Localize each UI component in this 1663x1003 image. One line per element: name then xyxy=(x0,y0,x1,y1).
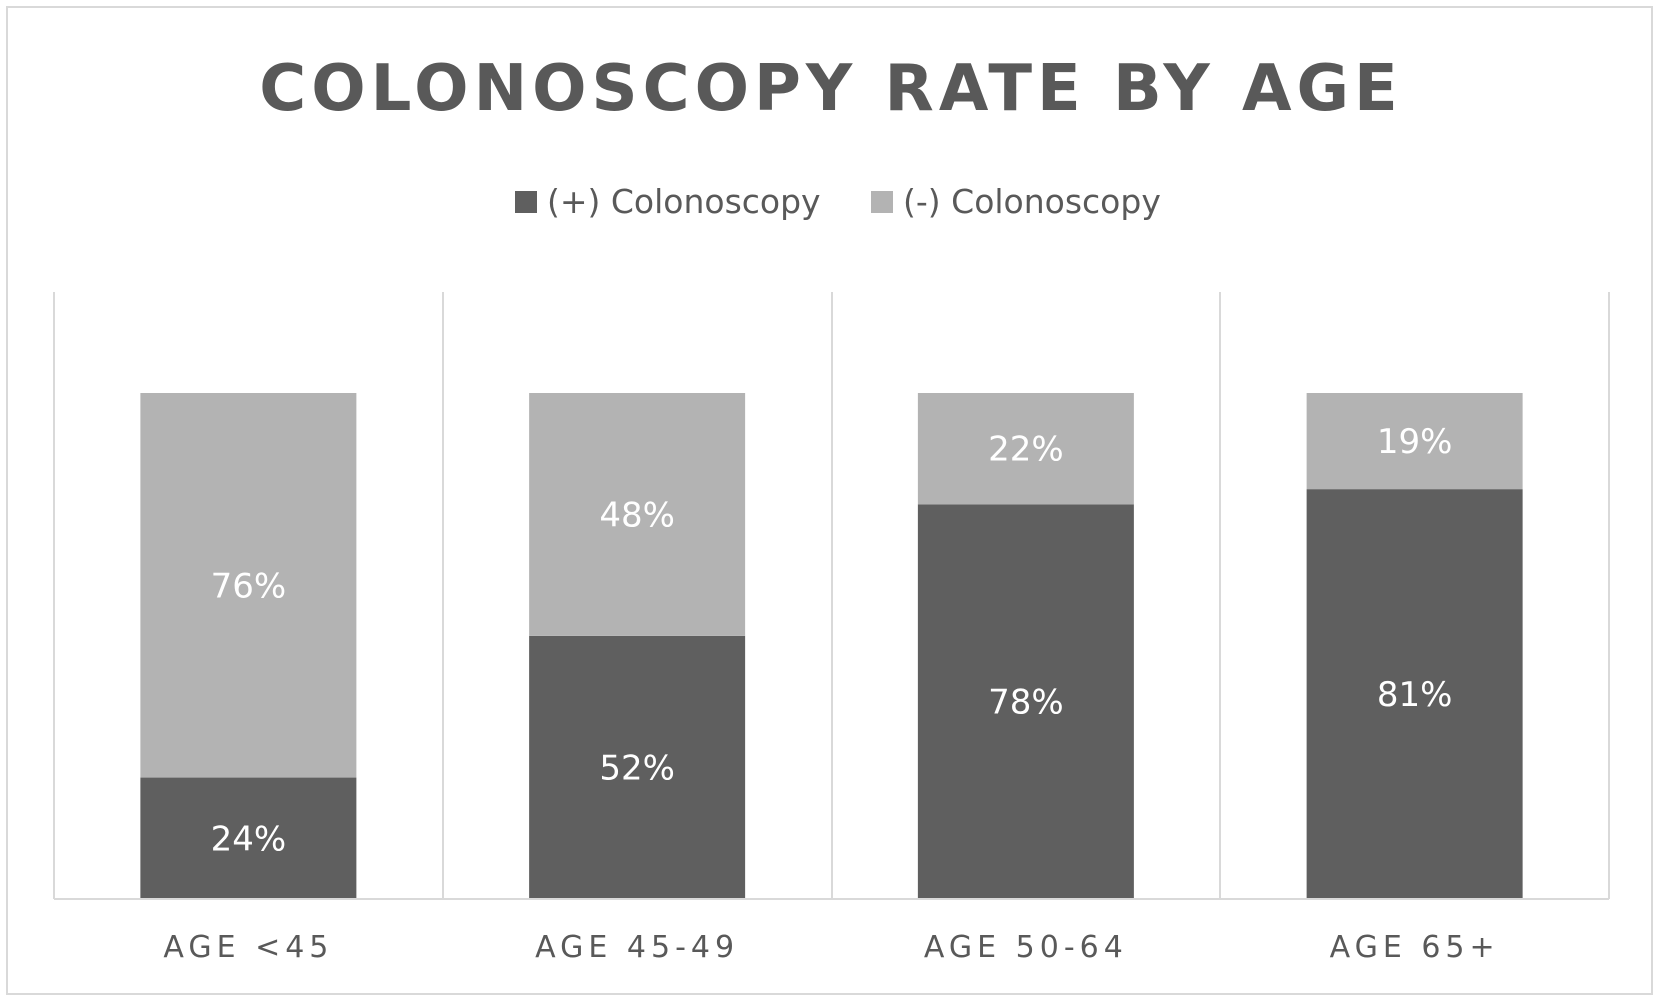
bar-positive-0 xyxy=(140,777,357,899)
bar-positive-1 xyxy=(529,635,746,899)
category-labels: AGE <45 AGE 45-49 AGE 50-64 AGE 65+ xyxy=(163,930,1500,965)
data-label-positive-1: 52% xyxy=(599,748,675,788)
data-label-positive-0: 24% xyxy=(211,819,287,859)
data-label-negative-1: 48% xyxy=(599,495,675,535)
data-label-positive-3: 81% xyxy=(1377,675,1453,715)
legend: (+) Colonoscopy (-) Colonoscopy xyxy=(515,182,1161,221)
bar-negative-1 xyxy=(529,393,746,636)
category-label-1: AGE 45-49 xyxy=(535,930,739,965)
data-label-positive-2: 78% xyxy=(988,683,1064,723)
bar-positive-3 xyxy=(1306,489,1523,899)
legend-label-negative: (-) Colonoscopy xyxy=(903,182,1161,221)
bars xyxy=(140,393,1523,899)
bar-negative-3 xyxy=(1306,393,1523,490)
category-dividers xyxy=(53,292,1610,899)
data-label-negative-3: 19% xyxy=(1377,422,1453,462)
bar-negative-2 xyxy=(917,393,1134,505)
legend-swatch-positive xyxy=(515,191,537,213)
data-label-negative-2: 22% xyxy=(988,430,1064,470)
chart-title: COLONOSCOPY RATE BY AGE xyxy=(259,52,1402,126)
data-labels: 24% 76% 52% 48% 78% 22% 81% 19% xyxy=(211,422,1453,859)
data-label-negative-0: 76% xyxy=(211,566,287,606)
bar-positive-2 xyxy=(917,504,1134,899)
legend-label-positive: (+) Colonoscopy xyxy=(547,182,821,221)
bar-negative-0 xyxy=(140,393,357,778)
category-label-0: AGE <45 xyxy=(163,930,333,965)
category-label-2: AGE 50-64 xyxy=(924,930,1128,965)
legend-swatch-negative xyxy=(871,191,893,213)
category-label-3: AGE 65+ xyxy=(1330,930,1500,965)
